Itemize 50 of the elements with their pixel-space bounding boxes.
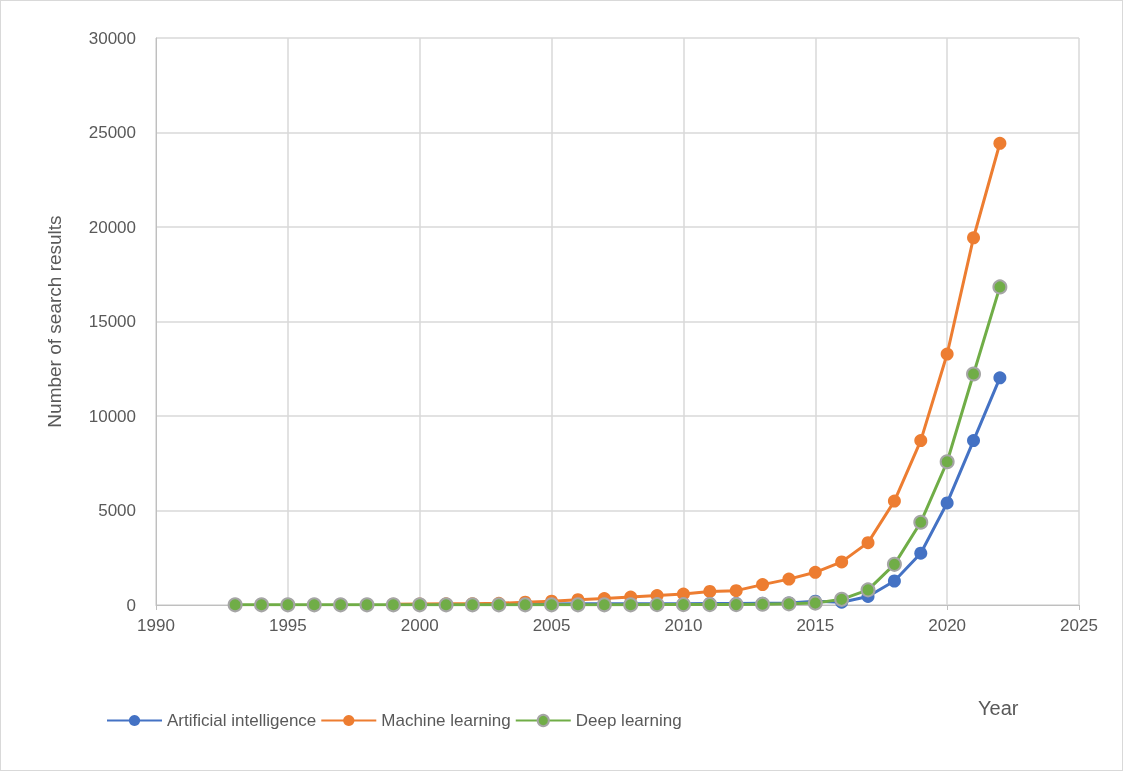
point: [860, 582, 876, 598]
point: [993, 371, 1007, 385]
point: [729, 584, 743, 598]
x-tick-label: 1990: [137, 616, 175, 635]
point: [280, 597, 296, 613]
point: [227, 597, 243, 613]
point: [306, 597, 322, 613]
y-tick-label: 10000: [88, 406, 136, 426]
point: [993, 136, 1007, 150]
point: [966, 366, 982, 382]
x-tick-label: 2020: [928, 616, 967, 635]
point: [703, 584, 717, 598]
point: [808, 565, 822, 579]
y-tick-label: 30000: [88, 28, 136, 48]
legend-label: Artificial intelligence: [167, 711, 317, 730]
point: [967, 434, 981, 448]
point: [940, 347, 954, 361]
x-tick-label: 2000: [400, 616, 439, 635]
point: [914, 434, 928, 448]
point: [992, 279, 1008, 295]
y-tick-label: 25000: [88, 123, 136, 142]
y-tick-label: 5000: [98, 501, 136, 520]
point: [834, 591, 850, 607]
point: [886, 556, 902, 572]
point: [756, 578, 770, 592]
point: [914, 546, 928, 560]
point: [940, 496, 954, 510]
point: [359, 597, 375, 613]
x-axis-title: Year: [978, 697, 1019, 719]
point: [782, 572, 796, 586]
legend-label: Deep learning: [575, 711, 682, 730]
y-tick-label: 20000: [88, 217, 136, 237]
y-tick-label: 0: [126, 595, 136, 615]
y-tick-label: 15000: [88, 312, 136, 331]
point: [861, 536, 875, 550]
x-tick-label: 1995: [268, 616, 307, 635]
y-axis-title: Number of search results: [44, 215, 65, 428]
point: [254, 597, 269, 613]
point: [887, 494, 901, 508]
point: [967, 231, 981, 245]
point: [939, 454, 955, 470]
legend-label: Machine learning: [381, 711, 511, 730]
x-tick-label: 2025: [1060, 616, 1098, 635]
point: [835, 555, 849, 569]
x-tick-label: 2005: [532, 616, 571, 635]
point: [333, 597, 349, 613]
point: [913, 514, 929, 530]
point: [887, 574, 901, 588]
x-tick-label: 2010: [664, 616, 703, 635]
x-tick-label: 2015: [796, 616, 835, 635]
